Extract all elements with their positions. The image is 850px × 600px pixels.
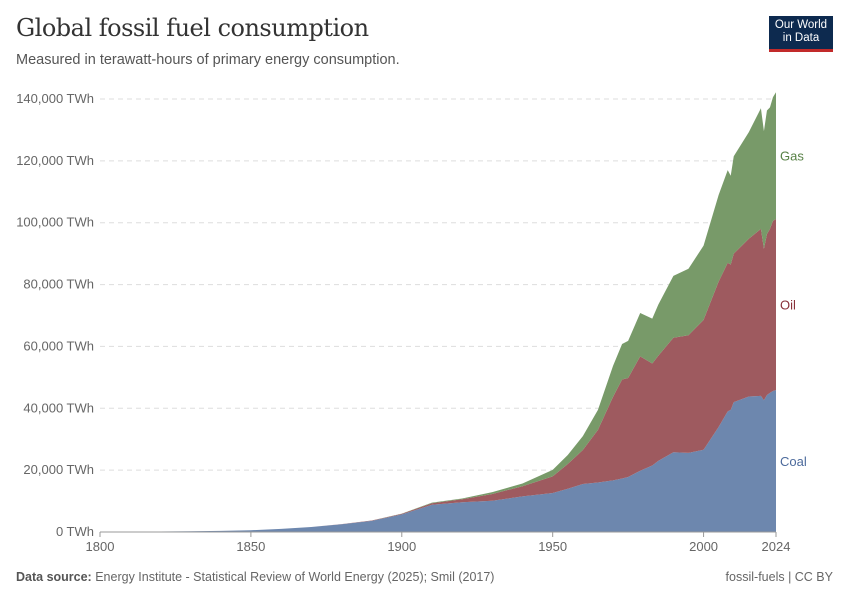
y-tick-label: 40,000 TWh — [23, 400, 94, 415]
y-tick-label: 100,000 TWh — [16, 215, 94, 230]
source-label: Data source: — [16, 570, 92, 584]
y-tick-label: 80,000 TWh — [23, 277, 94, 292]
x-tick-label: 1800 — [86, 539, 115, 554]
x-tick-label: 1900 — [387, 539, 416, 554]
area-oil — [100, 219, 776, 532]
series-label-oil: Oil — [780, 298, 796, 313]
series-label-coal: Coal — [780, 454, 807, 469]
y-tick-label: 120,000 TWh — [16, 153, 94, 168]
y-tick-label: 60,000 TWh — [23, 338, 94, 353]
data-source: Data source: Energy Institute - Statisti… — [16, 570, 494, 584]
y-tick-label: 140,000 TWh — [16, 91, 94, 106]
area-coal — [100, 390, 776, 532]
y-tick-label: 20,000 TWh — [23, 462, 94, 477]
source-text[interactable]: Energy Institute - Statistical Review of… — [95, 570, 495, 584]
x-tick-label: 1850 — [236, 539, 265, 554]
logo-text: Our World in Data — [774, 19, 828, 44]
owid-logo[interactable]: Our World in Data — [769, 16, 833, 52]
chart-subtitle: Measured in terawatt-hours of primary en… — [16, 52, 400, 68]
x-tick-label: 2000 — [689, 539, 718, 554]
chart-title: Global fossil fuel consumption — [16, 14, 369, 42]
y-tick-label: 0 TWh — [56, 524, 94, 539]
license[interactable]: fossil-fuels | CC BY — [725, 570, 833, 584]
x-tick-label: 2024 — [762, 539, 791, 554]
series-label-gas: Gas — [780, 149, 804, 164]
x-tick-label: 1950 — [538, 539, 567, 554]
